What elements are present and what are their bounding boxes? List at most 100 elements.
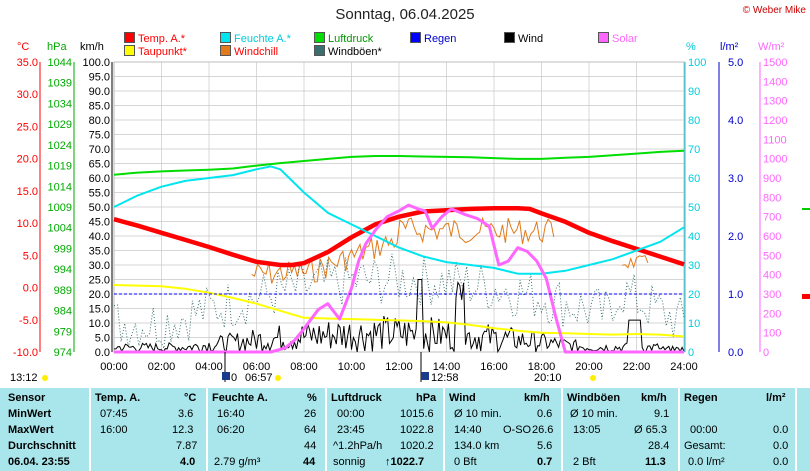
wind-tick-label: 15.0: [89, 304, 110, 316]
pressure-value: 1022.8: [400, 424, 434, 436]
legend-swatch: [504, 32, 515, 43]
unit-pressure: hPa: [47, 41, 67, 53]
solar-tick-label: 900: [763, 173, 781, 185]
temp-tick-label: 30.0: [17, 89, 38, 101]
temperature-line: [113, 206, 685, 268]
legend-pressure: Luftdruck: [314, 32, 373, 45]
x-tick-label: 12:00: [385, 361, 413, 373]
humidity-value: 64: [304, 424, 317, 436]
solar-tick-label: 600: [763, 231, 781, 243]
wind-tick-label: 80.0: [89, 115, 110, 127]
humidity-value: 26: [304, 408, 317, 420]
humidity-tick-label: 30: [688, 260, 700, 272]
pressure-tick-label: 1039: [48, 78, 72, 90]
pressure-value: 1015.6: [400, 408, 434, 420]
header-pressure-unit: hPa: [416, 392, 437, 404]
weather-chart: 35.0 30.0 25.0 20.0 15.0 10.0 5.0 0.0 -5.0 -10.0 1…: [0, 57, 810, 388]
chart-title: Sonntag, 06.04.2025: [335, 6, 475, 23]
moon-icon: [421, 372, 429, 380]
pressure-tick-label: 1024: [48, 140, 72, 152]
wind-tick-label: 40.0: [89, 231, 110, 243]
statistics-table: [0, 388, 810, 471]
legend-wind: Wind: [504, 32, 543, 45]
wind-tick-label: 25.0: [89, 275, 110, 287]
wind-time: 14:40: [454, 424, 482, 436]
rain-time: 00:00: [690, 424, 718, 436]
pressure-line: [113, 149, 685, 176]
solar-tick-label: 1500: [763, 57, 787, 69]
temp-value: 3.6: [178, 408, 194, 420]
wind-tick-label: 0.0: [95, 347, 110, 359]
col-divider: [443, 388, 445, 471]
unit-rain: l/m²: [720, 41, 739, 53]
pressure-value: 1020.2: [400, 440, 434, 452]
row-label: MinWert: [8, 408, 52, 420]
x-tick-label: 20:00: [575, 361, 603, 373]
temp-tick-label: 20.0: [17, 154, 38, 166]
pressure-tick-label: 974: [54, 347, 72, 359]
footer-strip: [0, 380, 810, 388]
temp-tick-label: -10.0: [13, 347, 38, 359]
solar-tick-label: 800: [763, 192, 781, 204]
temp-time: 16:00: [100, 424, 128, 436]
unit-wind: km/h: [80, 41, 104, 53]
wind-tick-label: 45.0: [89, 217, 110, 229]
legend-solar: Solar: [598, 32, 638, 45]
row-label: 06.04. 23:55: [8, 456, 70, 468]
solar-line: [114, 203, 684, 354]
wind-value: 0.7: [537, 456, 553, 468]
humidity-tick-label: 70: [688, 144, 700, 156]
rain-value: 0.0: [773, 456, 789, 468]
abs-humidity: 2.79 g/m³: [214, 456, 261, 468]
solar-tick-label: 1300: [763, 96, 787, 108]
sunrise-time: 06:57: [245, 372, 273, 384]
legend-swatch: [220, 32, 231, 43]
legend-gusts: Windböen*: [314, 45, 382, 58]
windchill-line: [622, 254, 649, 269]
pressure-trend: ^1.2hPa/h: [333, 440, 383, 452]
pressure-tick-label: 984: [54, 306, 72, 318]
temp-value: 12.3: [172, 424, 194, 436]
solar-tick-label: 1400: [763, 76, 787, 88]
temp-tick-label: 25.0: [17, 121, 38, 133]
temp-value: 7.87: [176, 440, 198, 452]
legend-swatch: [314, 45, 325, 56]
gusts-label: Ø 10 min.: [570, 408, 618, 420]
humidity-time: 16:40: [217, 408, 245, 420]
rain-total: 0.0 l/m²: [688, 456, 725, 468]
header-gusts-unit: km/h: [641, 392, 667, 404]
temp-value: 4.0: [180, 456, 196, 468]
wind-tick-label: 95.0: [89, 72, 110, 84]
dewpoint-line: [113, 284, 685, 338]
col-divider: [795, 388, 797, 471]
col-divider: [206, 388, 208, 471]
legend-swatch: [220, 45, 231, 56]
pressure-value: ↑1022.7: [385, 456, 425, 468]
legend-swatch: [124, 32, 135, 43]
wind-tick-label: 100.0: [82, 57, 110, 69]
moon-a: 0: [231, 372, 238, 384]
forecast-text: sonnig: [333, 456, 366, 468]
header-temp-unit: °C: [184, 392, 197, 404]
solar-tick-label: 400: [763, 270, 781, 282]
header-wind: Wind: [449, 392, 476, 404]
humidity-tick-label: 0: [688, 347, 694, 359]
rain-value: 0.0: [773, 440, 789, 452]
row-label: Durchschnitt: [8, 440, 76, 452]
header-rain-unit: l/m²: [766, 392, 786, 404]
humidity-tick-label: 40: [688, 231, 700, 243]
humidity-tick-label: 50: [688, 202, 700, 214]
gusts-time: 13:05: [573, 424, 601, 436]
unit-humidity: %: [686, 41, 696, 53]
sun-icon: [42, 375, 48, 381]
solar-tick-label: 700: [763, 212, 781, 224]
wind-label: Ø 10 min.: [454, 408, 502, 420]
legend-swatch: [598, 32, 609, 43]
x-tick-label: 08:00: [290, 361, 318, 373]
pressure-tick-label: 1029: [48, 119, 72, 131]
header-humidity-unit: %: [307, 392, 317, 404]
pressure-tick-label: 1014: [48, 181, 72, 193]
x-tick-label: 02:00: [148, 361, 176, 373]
temp-tick-label: 10.0: [17, 218, 38, 230]
header-rain: Regen: [684, 392, 718, 404]
